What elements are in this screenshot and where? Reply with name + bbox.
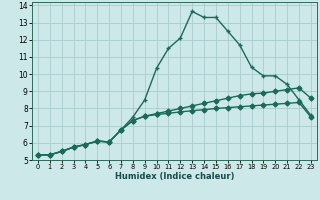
X-axis label: Humidex (Indice chaleur): Humidex (Indice chaleur) xyxy=(115,172,234,181)
